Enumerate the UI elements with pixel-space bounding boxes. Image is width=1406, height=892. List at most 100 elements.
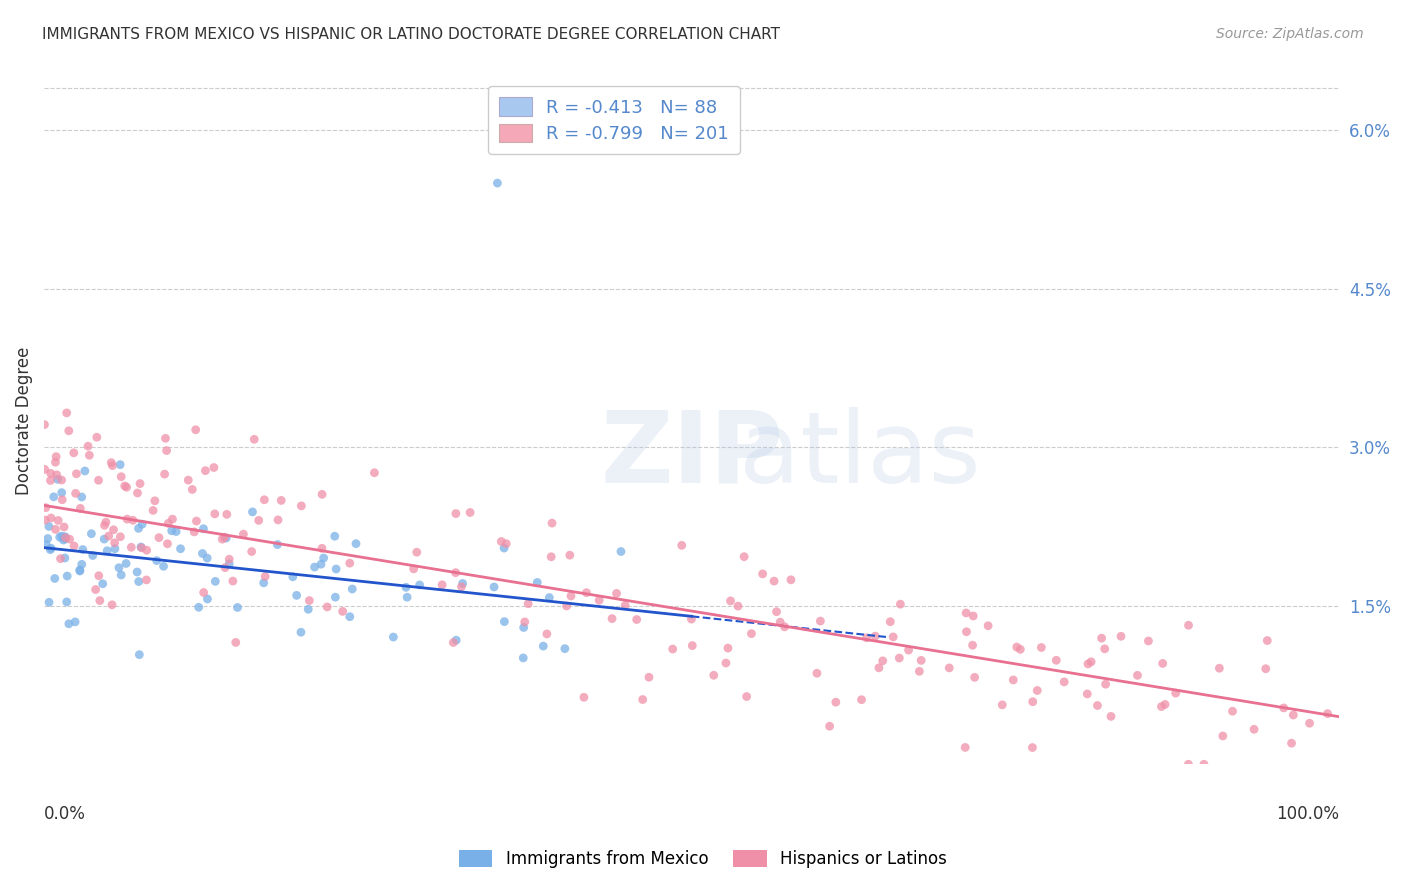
- Point: [408, 578, 430, 592]
- Point: [606, 586, 628, 600]
- Point: [86, 430, 108, 444]
- Point: [441, 635, 464, 649]
- Point: [51, 473, 73, 487]
- Point: [127, 486, 149, 500]
- Point: [79, 448, 101, 462]
- Point: [769, 615, 792, 629]
- Point: [1272, 701, 1295, 715]
- Point: [51, 529, 73, 543]
- Point: [962, 638, 984, 652]
- Point: [600, 612, 623, 626]
- Point: [991, 698, 1014, 712]
- Point: [94, 515, 117, 529]
- Point: [48, 530, 70, 544]
- Point: [104, 536, 127, 550]
- Point: [908, 665, 931, 679]
- Point: [204, 507, 226, 521]
- Point: [402, 562, 425, 576]
- Point: [735, 690, 758, 704]
- Point: [538, 591, 561, 605]
- Point: [1208, 661, 1230, 675]
- Point: [34, 513, 56, 527]
- Point: [87, 473, 110, 487]
- Point: [1021, 740, 1043, 755]
- Point: [363, 466, 385, 480]
- Point: [661, 642, 683, 657]
- Point: [727, 599, 749, 614]
- Point: [405, 545, 427, 559]
- Point: [55, 531, 77, 545]
- Point: [49, 551, 72, 566]
- Point: [806, 666, 828, 681]
- Point: [184, 423, 207, 437]
- Point: [131, 541, 153, 555]
- Point: [638, 670, 661, 684]
- Point: [194, 464, 217, 478]
- Point: [323, 529, 346, 543]
- Point: [46, 513, 69, 527]
- Point: [486, 176, 509, 190]
- Point: [339, 609, 361, 624]
- Point: [430, 578, 453, 592]
- Point: [882, 630, 904, 644]
- Point: [575, 585, 598, 599]
- Point: [765, 605, 787, 619]
- Point: [1087, 698, 1109, 713]
- Point: [536, 627, 558, 641]
- Point: [1222, 704, 1244, 718]
- Point: [155, 431, 177, 445]
- Point: [285, 588, 308, 602]
- Point: [39, 542, 62, 557]
- Point: [69, 501, 91, 516]
- Point: [183, 524, 205, 539]
- Point: [1091, 631, 1114, 645]
- Point: [1126, 668, 1149, 682]
- Point: [1031, 640, 1053, 655]
- Point: [162, 512, 184, 526]
- Point: [751, 566, 773, 581]
- Point: [202, 460, 225, 475]
- Point: [517, 597, 540, 611]
- Point: [195, 551, 218, 566]
- Point: [96, 543, 118, 558]
- Point: [631, 692, 654, 706]
- Point: [1053, 674, 1076, 689]
- Point: [312, 551, 335, 566]
- Point: [53, 551, 76, 566]
- Point: [1177, 618, 1199, 632]
- Point: [93, 532, 115, 546]
- Point: [39, 511, 62, 525]
- Point: [733, 549, 755, 564]
- Point: [1076, 687, 1098, 701]
- Point: [1256, 633, 1278, 648]
- Point: [104, 541, 127, 556]
- Point: [897, 643, 920, 657]
- Point: [39, 467, 62, 481]
- Point: [120, 541, 142, 555]
- Point: [1094, 677, 1116, 691]
- Point: [97, 529, 120, 543]
- Point: [191, 546, 214, 560]
- Point: [131, 517, 153, 532]
- Point: [63, 615, 86, 629]
- Point: [962, 609, 984, 624]
- Point: [63, 539, 86, 553]
- Point: [193, 585, 215, 599]
- Point: [128, 521, 150, 535]
- Point: [1177, 757, 1199, 772]
- Point: [65, 486, 87, 500]
- Point: [555, 599, 578, 613]
- Point: [58, 616, 80, 631]
- Point: [215, 508, 238, 522]
- Point: [626, 613, 648, 627]
- Point: [45, 467, 67, 482]
- Point: [281, 570, 304, 584]
- Point: [51, 492, 73, 507]
- Point: [218, 557, 240, 571]
- Point: [512, 620, 534, 634]
- Point: [53, 530, 76, 544]
- Point: [59, 532, 82, 546]
- Point: [38, 595, 60, 609]
- Text: atlas: atlas: [740, 407, 981, 504]
- Point: [70, 558, 93, 572]
